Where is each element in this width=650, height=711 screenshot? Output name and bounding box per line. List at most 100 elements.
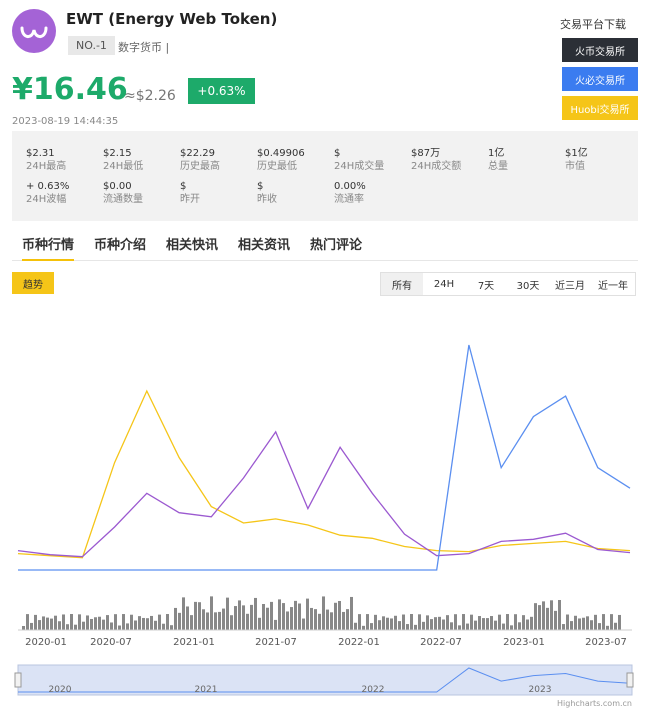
tab-item[interactable]: 币种介绍 — [94, 238, 147, 253]
volume-bar — [266, 607, 269, 630]
volume-bar — [378, 620, 381, 630]
volume-bar — [290, 607, 293, 630]
volume-bar — [286, 611, 289, 630]
volume-bar — [234, 606, 237, 630]
price-cny: ¥16.46 — [12, 72, 128, 107]
volume-bar — [410, 614, 413, 630]
range-button[interactable]: 所有 — [381, 273, 423, 295]
navigator-handle-right[interactable] — [626, 672, 634, 688]
series-line — [18, 344, 631, 571]
volume-bar — [150, 615, 153, 630]
volume-bar — [118, 625, 121, 630]
volume-bar — [66, 624, 69, 630]
stat-label: 24H成交额 — [411, 161, 462, 172]
stat-value: $ — [257, 181, 264, 192]
stat-label: 24H最低 — [103, 161, 144, 172]
volume-bar — [430, 619, 433, 630]
stat-item: $1亿 市值 — [565, 147, 588, 173]
volume-bar — [206, 612, 209, 630]
volume-bar — [386, 617, 389, 630]
volume-bar — [90, 618, 93, 630]
range-button[interactable]: 24H — [433, 278, 455, 290]
stat-item: $2.31 24H最高 — [26, 147, 66, 173]
volume-bar — [218, 611, 221, 630]
volume-bar — [274, 619, 277, 630]
price-chart[interactable]: 2020-01 2020-07 2021-01 2021-07 2022-01 2022-… — [0, 300, 650, 710]
stat-label: 历史最高 — [180, 161, 220, 172]
stat-label: 市值 — [565, 161, 585, 172]
trend-button[interactable]: 趋势 — [12, 272, 54, 294]
volume-bar — [282, 603, 285, 630]
range-button[interactable]: 近一年 — [598, 280, 628, 292]
volume-bar — [82, 621, 85, 630]
stat-value: $2.31 — [26, 148, 55, 159]
tab-item[interactable]: 热门评论 — [310, 238, 363, 253]
volume-bar — [466, 623, 469, 630]
stat-label: 昨开 — [180, 194, 200, 205]
volume-bar — [394, 615, 397, 630]
volume-bar — [526, 619, 529, 630]
volume-bar — [158, 614, 161, 630]
stat-item: $ 昨收 — [257, 180, 277, 206]
volume-bar — [358, 614, 361, 630]
volume-bar — [390, 618, 393, 630]
stat-item: $0.00 流通数量 — [103, 180, 143, 206]
volume-bar — [142, 617, 145, 630]
volume-bar — [114, 614, 117, 630]
series-line — [17, 430, 631, 558]
price-timestamp: 2023-08-19 14:44:35 — [12, 116, 119, 127]
stat-item: $0.49906 历史最低 — [257, 147, 305, 173]
volume-bar — [166, 614, 169, 630]
volume-bar — [42, 616, 45, 630]
navigator-window[interactable] — [17, 664, 633, 696]
exchange-button[interactable]: Huobi交易所 — [562, 96, 638, 120]
volume-bar — [514, 614, 517, 630]
volume-bar — [222, 608, 225, 630]
volume-bar — [306, 598, 309, 630]
volume-bar — [422, 621, 425, 630]
volume-bar — [354, 622, 357, 630]
volume-bar — [174, 607, 177, 630]
volume-bar — [242, 605, 245, 630]
volume-bar — [406, 624, 409, 630]
volume-bar — [178, 612, 181, 630]
range-button[interactable]: 7天 — [477, 280, 495, 292]
volume-bar — [534, 603, 537, 630]
tab-item[interactable]: 币种行情 — [22, 234, 75, 261]
volume-bar — [414, 624, 417, 630]
volume-bar — [462, 614, 465, 630]
volume-bar — [214, 612, 217, 630]
tab-bar: 币种行情 币种介绍 相关快讯 相关资讯 热门评论 — [12, 234, 638, 261]
volume-bar — [502, 623, 505, 630]
volume-bar — [162, 623, 165, 630]
volume-bar — [246, 613, 249, 630]
exchange-button[interactable]: 火币交易所 — [562, 38, 638, 62]
volume-bar — [62, 614, 65, 630]
volume-bar — [470, 614, 473, 630]
volume-bar — [554, 610, 557, 630]
navigator-handle-left[interactable] — [14, 672, 22, 688]
highcharts-credit[interactable]: Highcharts.com.cn — [557, 699, 632, 708]
stat-item: 0.00% 流通率 — [334, 180, 366, 206]
range-button[interactable]: 30天 — [516, 280, 540, 292]
volume-bar — [110, 622, 113, 630]
tab-item[interactable]: 相关快讯 — [166, 238, 219, 253]
tab-item[interactable]: 相关资讯 — [238, 238, 291, 253]
volume-bar — [278, 599, 281, 630]
volume-bar — [338, 601, 341, 630]
volume-bar — [54, 615, 57, 630]
volume-bar — [582, 617, 585, 630]
exchange-button[interactable]: 火必交易所 — [562, 67, 638, 91]
download-title: 交易平台下载 — [560, 18, 626, 31]
volume-bar — [134, 620, 137, 630]
volume-bar — [154, 620, 157, 630]
stat-value: $ — [334, 148, 341, 159]
range-button[interactable]: 近三月 — [555, 280, 585, 292]
volume-bar — [606, 625, 609, 630]
stat-value: $22.29 — [180, 148, 215, 159]
stat-label: 24H波幅 — [26, 194, 67, 205]
volume-bar — [598, 623, 601, 630]
navigator-series — [18, 667, 631, 693]
volume-bar — [574, 615, 577, 630]
volume-bar — [446, 615, 449, 630]
